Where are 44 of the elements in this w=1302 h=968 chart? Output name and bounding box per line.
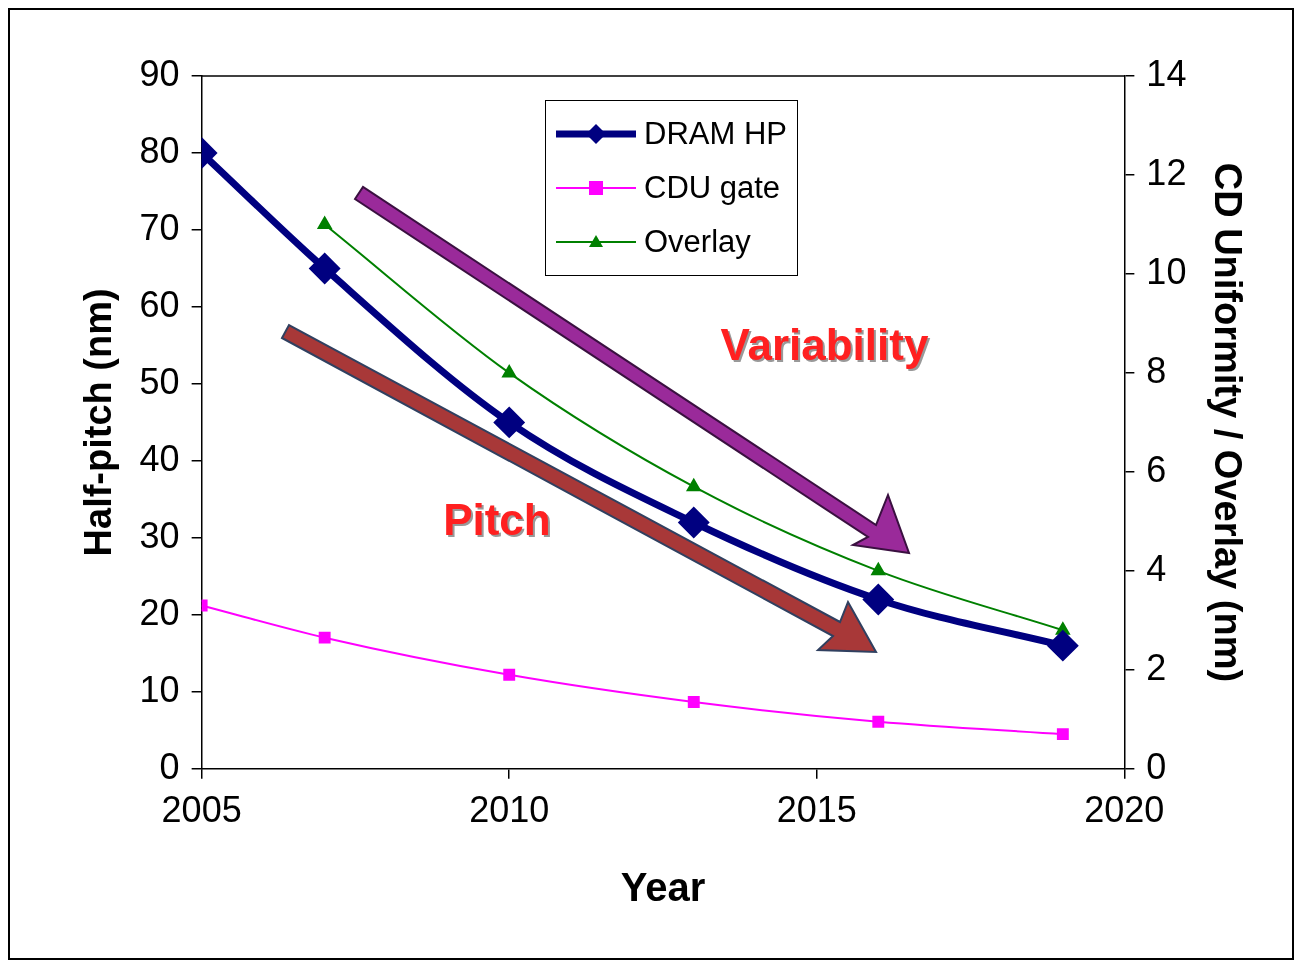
point [686, 478, 701, 492]
y-tick-label: 80 [139, 129, 180, 171]
point [687, 696, 700, 708]
y2-tick-label: 8 [1146, 349, 1167, 391]
y2-tick-label: 6 [1146, 448, 1167, 490]
point [679, 507, 709, 537]
point [502, 364, 517, 378]
annotation: Pitch [445, 497, 553, 546]
y2-tick-label: 4 [1146, 547, 1167, 589]
point [494, 407, 524, 437]
point [503, 668, 516, 681]
point [871, 562, 886, 576]
y-tick-label: 60 [139, 283, 180, 325]
y-axis-title: Half-pitch (nm) [77, 288, 120, 557]
y-tick-label: 10 [139, 668, 180, 710]
point [317, 216, 332, 229]
y2-tick-label: 10 [1146, 250, 1187, 292]
annotation: Variability [722, 322, 931, 372]
y-tick-label: 50 [139, 360, 180, 402]
y-tick-label: 90 [139, 52, 180, 94]
x-tick-label: 2020 [1084, 789, 1165, 831]
legend-label: CDU gate [644, 170, 781, 206]
y2-tick-label: 12 [1146, 151, 1187, 193]
legend-label: Overlay [644, 224, 751, 260]
legend-label: DRAM HP [644, 116, 787, 152]
x-tick-label: 2005 [161, 789, 242, 831]
y-tick-label: 40 [139, 437, 180, 479]
point [1048, 631, 1078, 661]
y2-tick-label: 2 [1146, 646, 1167, 688]
point [318, 631, 331, 644]
point [310, 253, 340, 283]
point [872, 715, 885, 728]
y-tick-label: 0 [159, 745, 180, 787]
point [1056, 728, 1069, 741]
y2-axis-title: CD Uniformity / Overlay (nm) [1206, 162, 1249, 683]
y-tick-label: 70 [139, 206, 180, 248]
y-tick-label: 20 [139, 591, 180, 633]
y2-tick-label: 14 [1146, 52, 1187, 94]
y-tick-label: 30 [139, 514, 180, 556]
x-tick-label: 2015 [776, 789, 857, 831]
x-tick-label: 2010 [469, 789, 550, 831]
x-axis-title: Year [620, 865, 706, 910]
y2-tick-label: 0 [1146, 745, 1167, 787]
point [863, 584, 893, 614]
